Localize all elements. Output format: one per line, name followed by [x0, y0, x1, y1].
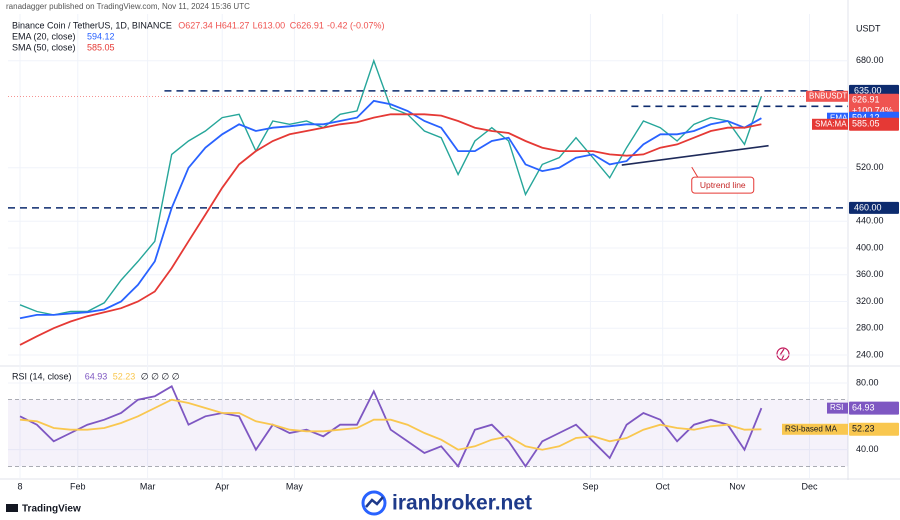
header: ranadagger published on TradingView.com,…: [6, 2, 250, 11]
y-tick-label: 680.00: [856, 55, 884, 65]
watermark-logo: [361, 490, 387, 516]
axis-tag-text: 585.05: [852, 119, 880, 129]
axis-tag-box: [849, 401, 899, 415]
x-tick-label: Apr: [215, 481, 229, 491]
axis-tag-box: [849, 117, 899, 131]
logo: [6, 504, 18, 512]
x-tick-label: Feb: [70, 481, 86, 491]
x-tick-label: Nov: [729, 481, 746, 491]
legend-name: SMA (50, close): [12, 42, 76, 52]
series-line: [19, 58, 763, 316]
legend-value: 585.05: [87, 42, 115, 52]
axis-tag-text: 52.23: [852, 424, 875, 434]
series-tag: RSI-based MA: [785, 424, 838, 433]
legend-extra: ∅ ∅ ∅ ∅: [141, 371, 180, 381]
y-tick-label: 520.00: [856, 162, 884, 172]
series-tag: EMA: [830, 113, 848, 122]
series-line: [19, 385, 763, 468]
tag-box: [827, 402, 848, 414]
rsi-band: [8, 399, 848, 467]
legend-title: Binance Coin / TetherUS, 1D, BINANCE: [12, 20, 172, 30]
currency: USDT: [856, 23, 881, 33]
y-tick-label: 80.00: [856, 377, 879, 387]
x-tick-label: May: [286, 481, 304, 491]
legend-title: RSI (14, close): [12, 371, 72, 381]
ohlc-value: -0.42 (-0.07%): [327, 20, 385, 30]
y-tick-label: 320.00: [856, 296, 884, 306]
tag-box: [812, 118, 848, 130]
annotation-box: [691, 176, 755, 194]
annotation: Uptrend line: [700, 180, 746, 190]
y-tick-label: 400.00: [856, 242, 884, 252]
trendline: [621, 144, 769, 166]
y-tick-label: 40.00: [856, 444, 879, 454]
y-tick-label: 360.00: [856, 269, 884, 279]
ohlc-value: C626.91: [290, 20, 324, 30]
ohlc-value: L613.00: [253, 20, 286, 30]
series-tag: BNBUSDT: [809, 91, 847, 100]
x-tick-label: Dec: [801, 481, 818, 491]
series-line: [19, 398, 762, 451]
axis-tag-text: 64.93: [852, 402, 875, 412]
series-tag: SMA:MA: [815, 119, 847, 128]
watermark: iranbroker.net: [392, 492, 532, 515]
legend-value: 64.93: [85, 371, 108, 381]
x-tick-label: 8: [18, 481, 23, 491]
legend-name: EMA (20, close): [12, 31, 76, 41]
axis-tag-text: 594.12: [852, 113, 880, 123]
x-tick-label: Mar: [140, 481, 156, 491]
brand: TradingView: [22, 504, 81, 515]
level-label: 635.00: [854, 85, 882, 95]
series-tag: RSI: [830, 403, 843, 412]
axis-tag-text: +100.74%: [852, 106, 893, 116]
tag-box: [806, 90, 848, 102]
series-line: [19, 99, 762, 320]
y-tick-label: 240.00: [856, 349, 884, 359]
legend-value: 594.12: [87, 31, 115, 41]
tag-box: [782, 423, 848, 435]
ohlc-value: H641.27: [215, 20, 249, 30]
y-tick-label: 440.00: [856, 216, 884, 226]
series-line: [19, 113, 762, 346]
x-tick-label: Oct: [656, 481, 671, 491]
annotation-pointer: [691, 166, 699, 178]
axis-tag-box: [849, 422, 899, 436]
ohlc-value: O627.34: [178, 20, 213, 30]
y-tick-label: 280.00: [856, 323, 884, 333]
tag-box: [827, 112, 848, 124]
axis-tag-text: 626.91: [852, 95, 880, 105]
axis-tag-box: [849, 201, 899, 214]
legend-value: 52.23: [113, 371, 136, 381]
x-tick-label: Sep: [582, 481, 598, 491]
level-label: 460.00: [854, 202, 882, 212]
